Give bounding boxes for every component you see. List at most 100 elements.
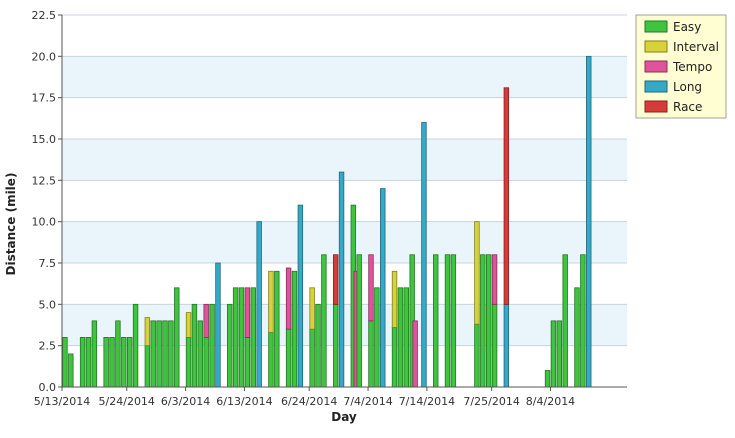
x-tick-label: 8/4/2014 bbox=[526, 395, 575, 408]
bar-easy bbox=[315, 303, 321, 388]
bar-easy bbox=[232, 287, 239, 388]
bar-easy bbox=[191, 303, 198, 388]
bar-interval bbox=[391, 270, 398, 328]
bar-easy bbox=[274, 270, 280, 388]
x-tick-label: 6/24/2014 bbox=[281, 395, 337, 408]
legend-label-tempo: Tempo bbox=[672, 60, 712, 74]
bar-easy bbox=[391, 327, 398, 388]
bar-easy bbox=[562, 254, 568, 388]
bar-easy bbox=[450, 254, 457, 388]
bar-easy bbox=[356, 254, 362, 388]
bar-long bbox=[586, 55, 592, 388]
bar-long bbox=[256, 221, 262, 388]
plot-band bbox=[62, 304, 627, 346]
bar-easy bbox=[374, 287, 380, 388]
bar-easy bbox=[227, 303, 233, 388]
bar-easy bbox=[332, 303, 339, 388]
bar-easy bbox=[109, 336, 115, 388]
y-tick-label: 0.0 bbox=[39, 381, 57, 394]
bar-long bbox=[215, 262, 221, 388]
bar-long bbox=[297, 204, 304, 388]
bar-easy bbox=[574, 287, 580, 388]
bar-tempo bbox=[244, 287, 251, 338]
bar-easy bbox=[144, 345, 151, 388]
bar-easy bbox=[485, 254, 492, 388]
bar-easy bbox=[244, 336, 251, 388]
plot-band bbox=[62, 139, 627, 181]
y-tick-label: 15.0 bbox=[32, 133, 57, 146]
bar-easy bbox=[168, 320, 174, 388]
bar-interval bbox=[185, 312, 192, 338]
x-axis-title: Day bbox=[331, 410, 357, 424]
bar-interval bbox=[309, 287, 315, 330]
grid-lines bbox=[62, 14, 627, 388]
bar-easy bbox=[444, 254, 451, 388]
bar-tempo bbox=[368, 254, 374, 322]
y-tick-label: 2.5 bbox=[39, 340, 57, 353]
bar-tempo bbox=[491, 254, 498, 305]
bar-easy bbox=[68, 353, 74, 388]
bar-easy bbox=[62, 336, 68, 388]
bar-easy bbox=[132, 303, 139, 388]
bar-easy bbox=[150, 320, 156, 388]
bar-easy bbox=[203, 336, 209, 388]
axes bbox=[58, 14, 627, 391]
bar-easy bbox=[85, 336, 92, 388]
bar-easy bbox=[544, 370, 551, 388]
bar-tempo bbox=[412, 320, 418, 388]
bar-easy bbox=[368, 320, 374, 388]
bar-race bbox=[332, 254, 339, 305]
bar-easy bbox=[556, 320, 563, 388]
y-tick-label: 22.5 bbox=[32, 9, 57, 22]
bar-easy bbox=[309, 328, 315, 388]
legend-swatch-interval bbox=[644, 40, 668, 53]
bar-easy bbox=[268, 332, 274, 388]
bar-easy bbox=[115, 320, 121, 388]
bar-race bbox=[503, 87, 510, 305]
bar-easy bbox=[103, 336, 109, 388]
bar-long bbox=[503, 303, 510, 388]
bar-interval bbox=[474, 221, 480, 325]
bar-easy bbox=[185, 336, 192, 388]
plot-band bbox=[62, 56, 627, 98]
bar-easy bbox=[580, 254, 586, 388]
bar-long bbox=[338, 171, 345, 388]
bar-easy bbox=[397, 287, 404, 388]
y-tick-labels: 0.0 2.5 5.0 7.5 10.0 12.5 15.0 17.5 20.0 22.5 bbox=[32, 9, 57, 394]
x-tick-label: 6/3/2014 bbox=[161, 395, 210, 408]
y-axis-title: Distance (mile) bbox=[4, 173, 18, 276]
bar-tempo bbox=[285, 267, 292, 330]
legend-swatch-tempo bbox=[644, 60, 668, 73]
bar-easy bbox=[162, 320, 168, 388]
bar-easy bbox=[480, 254, 486, 388]
legend-label-long: Long bbox=[673, 80, 702, 94]
x-tick-label: 5/24/2014 bbox=[99, 395, 155, 408]
legend-swatch-race bbox=[644, 100, 668, 113]
y-tick-label: 20.0 bbox=[32, 50, 57, 63]
bar-easy bbox=[209, 303, 215, 388]
y-tick-label: 5.0 bbox=[39, 298, 57, 311]
legend-label-interval: Interval bbox=[673, 40, 719, 54]
bar-easy bbox=[250, 287, 256, 388]
x-tick-label: 7/14/2014 bbox=[399, 395, 455, 408]
bar-easy bbox=[291, 270, 298, 388]
bar-easy bbox=[91, 320, 98, 388]
plot-bands bbox=[62, 56, 627, 346]
bar-easy bbox=[285, 328, 292, 388]
legend-label-easy: Easy bbox=[673, 20, 701, 34]
x-tick-label: 5/13/2014 bbox=[34, 395, 90, 408]
legend-label-race: Race bbox=[673, 100, 702, 114]
bar-easy bbox=[491, 303, 498, 388]
bar-easy bbox=[321, 254, 327, 388]
y-tick-label: 7.5 bbox=[39, 257, 57, 270]
bar-long bbox=[421, 122, 427, 388]
legend: Easy Interval Tempo Long Race bbox=[635, 14, 727, 119]
bar-easy bbox=[433, 254, 439, 388]
bar-easy bbox=[403, 287, 409, 388]
plot-band bbox=[62, 221, 627, 263]
bar-easy bbox=[121, 336, 127, 388]
x-tick-labels: 5/13/2014 5/24/2014 6/3/2014 6/13/2014 6/24/… bbox=[34, 395, 575, 408]
bar-interval bbox=[144, 317, 151, 347]
legend-swatch-easy bbox=[644, 20, 668, 33]
